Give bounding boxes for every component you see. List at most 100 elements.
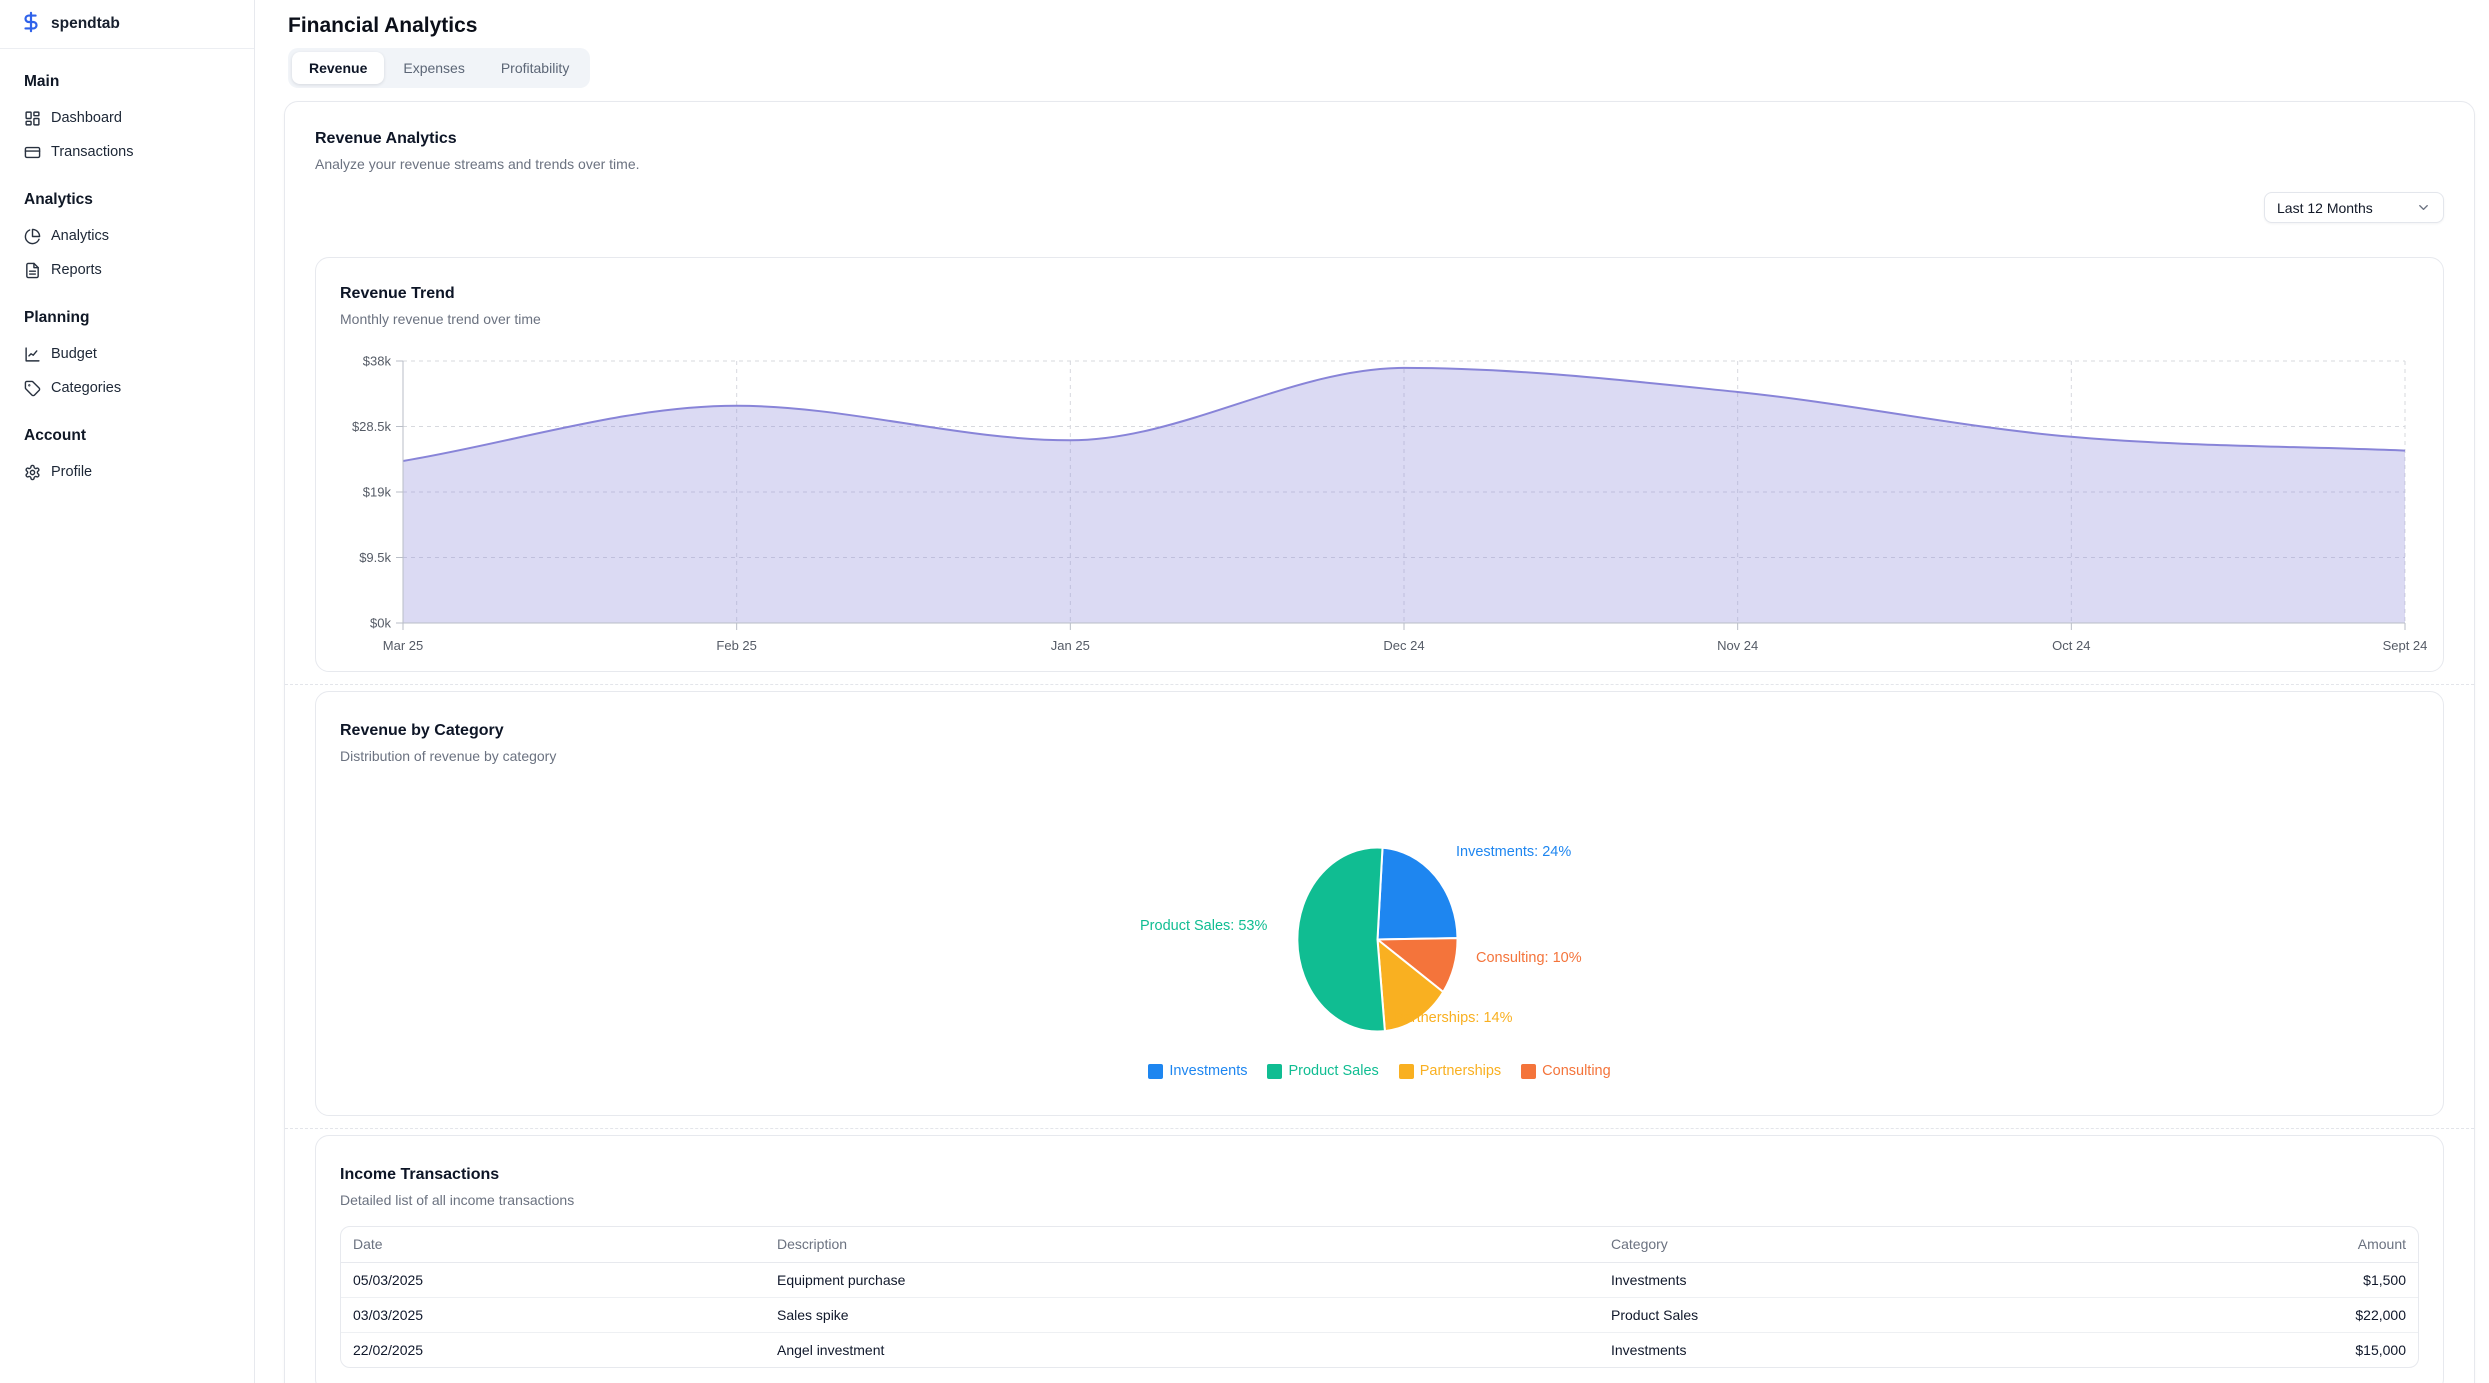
- pie-label-investments: Investments: 24%: [1456, 844, 1572, 860]
- revenue-category-pie-chart: [1296, 846, 1459, 1033]
- sidebar-item-label: Transactions: [51, 144, 134, 160]
- x-axis-tick-label: Mar 25: [383, 638, 423, 653]
- legend-label: Consulting: [1542, 1063, 1611, 1079]
- tab-expenses[interactable]: Expenses: [386, 52, 481, 84]
- sidebar-item-label: Reports: [51, 262, 102, 278]
- brand-name: spendtab: [51, 15, 120, 32]
- x-axis-tick-label: Sept 24: [2383, 638, 2428, 653]
- chart-legend: Investments Product Sales Partnerships Cons…: [316, 1063, 2443, 1079]
- y-axis-tick-label: $28.5k: [352, 419, 392, 434]
- legend-swatch-icon: [1521, 1063, 1537, 1079]
- tab-profitability[interactable]: Profitability: [484, 52, 586, 84]
- column-header-description: Description: [765, 1227, 1599, 1263]
- table-title: Income Transactions: [340, 1166, 500, 1183]
- cell-date: 22/02/2025: [353, 1341, 424, 1358]
- sidebar-item-budget[interactable]: Budget: [14, 339, 240, 369]
- section-divider: [285, 684, 2474, 685]
- sidebar-item-label: Budget: [51, 346, 97, 362]
- sidebar-item-analytics[interactable]: Analytics: [14, 221, 240, 251]
- nav-section-planning: Planning: [24, 309, 90, 326]
- nav-section-main: Main: [24, 73, 60, 90]
- table-subtitle: Detailed list of all income transactions: [340, 1192, 575, 1208]
- legend-item-consulting: Consulting: [1521, 1063, 1611, 1079]
- tab-revenue[interactable]: Revenue: [292, 52, 385, 84]
- pie-slice-product-sales: [1296, 846, 1386, 1033]
- dollar-sign-icon: [20, 11, 42, 38]
- sidebar-item-categories[interactable]: Categories: [14, 373, 240, 403]
- sidebar-item-dashboard[interactable]: Dashboard: [14, 103, 240, 133]
- table-row: 22/02/2025 Angel investment Investments $15…: [341, 1332, 2418, 1367]
- cell-description: Sales spike: [765, 1297, 1599, 1333]
- cell-date: 05/03/2025: [341, 1262, 765, 1298]
- table-row: 03/03/2025 Sales spike Product Sales $22,00…: [341, 1297, 2418, 1333]
- gear-icon: [24, 464, 41, 481]
- sidebar-nav: Main Dashboard Transactions Analytics: [0, 49, 254, 531]
- table-row: 05/03/2025 Equipment purchase Investments $…: [341, 1262, 2418, 1298]
- revenue-analytics-header: Revenue Analytics Analyze your revenue s…: [315, 128, 2444, 174]
- sidebar-item-label: Categories: [51, 380, 122, 396]
- chart-title: Revenue by Category: [340, 722, 504, 739]
- pie-label-partnerships: Partnerships: 14%: [1394, 1010, 1513, 1026]
- legend-item-partnerships: Partnerships: [1398, 1063, 1502, 1079]
- column-header-category: Category: [1599, 1227, 1939, 1263]
- sidebar-item-label: Analytics: [51, 228, 110, 244]
- tab-list: Revenue Expenses Profitability: [288, 48, 591, 88]
- chart-title: Revenue Trend: [340, 285, 455, 302]
- revenue-analytics-card: Revenue Analytics Analyze your revenue s…: [284, 101, 2475, 1383]
- tag-icon: [24, 380, 41, 397]
- cell-amount: $22,000: [1939, 1297, 2418, 1333]
- cell-amount: $1,500: [1939, 1262, 2418, 1298]
- pie-slice-partnerships: [1376, 937, 1445, 1033]
- column-header-date: Date: [341, 1227, 765, 1263]
- cell-date: 03/03/2025: [341, 1297, 765, 1333]
- period-select[interactable]: Last 12 Months: [2264, 192, 2444, 223]
- legend-swatch-icon: [1398, 1063, 1414, 1079]
- x-axis-tick-label: Dec 24: [1383, 638, 1424, 653]
- x-axis-tick-label: Oct 24: [2052, 638, 2090, 653]
- sidebar-item-label: Profile: [51, 464, 93, 480]
- page-title: Financial Analytics: [288, 14, 478, 37]
- x-axis-tick-label: Jan 25: [1051, 638, 1090, 653]
- chart-subtitle: Distribution of revenue by category: [340, 748, 557, 764]
- y-axis-tick-label: $0k: [370, 616, 391, 631]
- section-divider: [285, 1128, 2474, 1129]
- y-axis-tick-label: $9.5k: [359, 550, 391, 565]
- sidebar-item-reports[interactable]: Reports: [14, 255, 240, 285]
- main-content: Financial Analytics Revenue Expenses Pro…: [255, 0, 2489, 1383]
- cell-description: Equipment purchase: [765, 1262, 1599, 1298]
- sidebar-item-label: Dashboard: [51, 110, 122, 126]
- legend-label: Partnerships: [1419, 1063, 1502, 1079]
- transactions-table-container: Date Description Category Amount 05/03/2…: [340, 1226, 2419, 1368]
- cell-category: Product Sales: [1599, 1297, 1939, 1333]
- sidebar-item-profile[interactable]: Profile: [14, 457, 240, 487]
- legend-label: Investments: [1169, 1063, 1248, 1079]
- column-header-amount: Amount: [1939, 1227, 2418, 1263]
- sidebar-item-transactions[interactable]: Transactions: [14, 137, 240, 167]
- cell-description: Angel investment: [777, 1341, 885, 1358]
- line-chart-icon: [24, 346, 41, 363]
- file-text-icon: [24, 262, 41, 279]
- x-axis-tick-label: Feb 25: [716, 638, 756, 653]
- y-axis-tick-label: $19k: [363, 485, 392, 500]
- legend-item-product-sales: Product Sales: [1267, 1063, 1379, 1079]
- cell-category: Investments: [1599, 1262, 1939, 1298]
- dashboard-icon: [24, 110, 41, 127]
- revenue-trend-card: Revenue Trend Monthly revenue trend over…: [315, 257, 2444, 672]
- x-axis-tick-label: Nov 24: [1717, 638, 1758, 653]
- credit-card-icon: [24, 144, 41, 161]
- period-select-value: Last 12 Months: [2277, 199, 2373, 216]
- pie-chart-icon: [24, 228, 41, 245]
- section-description: Analyze your revenue streams and trends …: [315, 156, 640, 172]
- legend-label: Product Sales: [1288, 1063, 1379, 1079]
- income-transactions-card: Income Transactions Detailed list of all…: [315, 1135, 2444, 1383]
- cell-amount: $15,000: [2355, 1341, 2406, 1358]
- pie-label-product-sales: Product Sales: 53%: [1140, 918, 1268, 934]
- revenue-by-category-card: Revenue by Category Distribution of reve…: [315, 691, 2444, 1116]
- chevron-down-icon: [2419, 205, 2428, 210]
- cell-category: Investments: [1611, 1341, 1687, 1358]
- legend-swatch-icon: [1148, 1063, 1164, 1079]
- revenue-trend-area-chart: $0k $9.5k $19k $28.5k $38k Mar 25 Feb 25 Jan 25…: [352, 354, 2428, 654]
- pie-slice-investments: [1376, 846, 1459, 941]
- section-title: Revenue Analytics: [315, 130, 457, 147]
